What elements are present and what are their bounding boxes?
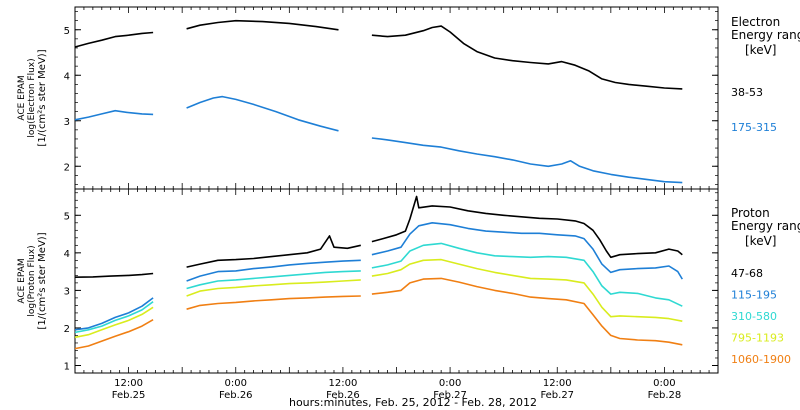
y-axis-label: log(Electron Flux) xyxy=(27,58,37,137)
y-tick-label: 2 xyxy=(64,162,70,173)
legend-item-38-53: 38-53 xyxy=(731,86,763,99)
legend-item-47-68: 47-68 xyxy=(731,267,763,280)
series-line-1060-1900 xyxy=(74,319,154,350)
series-line-47-68 xyxy=(371,195,683,259)
y-axis-label: ACE EPAM xyxy=(17,75,27,120)
legend-item-175-315: 175-315 xyxy=(731,121,777,134)
x-tick-time-label: 0:00 xyxy=(653,378,675,389)
y-tick-label: 3 xyxy=(64,286,70,297)
series-line-795-1193 xyxy=(371,258,683,322)
plot-frame xyxy=(74,6,719,190)
y-axis-label: ACE EPAM xyxy=(17,258,27,303)
series-line-310-580 xyxy=(74,301,154,334)
x-tick-time-label: 12:00 xyxy=(543,378,572,389)
series-line-47-68 xyxy=(74,272,154,278)
proton-panel: 1 2 3 4 5 ACE EPAM log(Proton Flux) [1/(cm²s st… xyxy=(17,188,800,401)
series-line-38-53 xyxy=(371,25,683,90)
y-tick-label: 3 xyxy=(64,117,70,128)
series-line-795-1193 xyxy=(74,306,154,339)
series-line-47-68 xyxy=(186,235,361,268)
series-line-115-195 xyxy=(186,259,361,282)
x-tick-time-label: 0:00 xyxy=(225,378,247,389)
x-tick-date-label: Feb.28 xyxy=(648,390,682,401)
x-tick-date-label: Feb.27 xyxy=(433,390,467,401)
y-tick-label: 5 xyxy=(64,26,70,37)
y-tick-label: 4 xyxy=(64,71,70,82)
y-axis-label: log(Proton Flux) xyxy=(27,245,37,316)
legend-unit: [keV] xyxy=(745,234,776,248)
legend-item-115-195: 115-195 xyxy=(731,289,777,302)
series-line-310-580 xyxy=(186,270,361,290)
series-line-310-580 xyxy=(371,242,683,307)
x-tick-time-label: 0:00 xyxy=(439,378,461,389)
y-tick-label: 4 xyxy=(64,249,70,260)
electron-panel: 2 3 4 5 ACE EPAM log(Electron Flux) [1/(cm²s s… xyxy=(17,6,800,190)
series-line-38-53 xyxy=(74,31,154,48)
series-line-1060-1900 xyxy=(186,295,361,310)
legend-title: Electron xyxy=(731,15,780,29)
legend-item-310-580: 310-580 xyxy=(731,310,777,323)
x-tick-time-label: 12:00 xyxy=(114,378,143,389)
plot-frame xyxy=(74,188,719,374)
x-axis-label: hours:minutes, Feb. 25, 2012 - Feb. 28, … xyxy=(289,396,537,409)
series-line-115-195 xyxy=(371,222,683,280)
series-line-38-53 xyxy=(186,19,339,31)
legend-item-795-1193: 795-1193 xyxy=(731,332,784,345)
series-line-1060-1900 xyxy=(371,277,683,346)
x-tick-time-label: 12:00 xyxy=(329,378,358,389)
y-axis-label: [1/(cm²s ster MeV)] xyxy=(37,232,48,329)
legend-item-1060-1900: 1060-1900 xyxy=(731,353,791,366)
x-tick-date-label: Feb.25 xyxy=(112,390,146,401)
series-line-175-315 xyxy=(74,109,154,121)
x-tick-date-label: Feb.26 xyxy=(326,390,360,401)
y-tick-label: 5 xyxy=(64,211,70,222)
y-axis-label: [1/(cm²s ster MeV)] xyxy=(37,49,48,146)
series-line-795-1193 xyxy=(186,279,361,297)
legend-title: Proton xyxy=(731,206,770,220)
legend-unit: [keV] xyxy=(745,43,776,57)
series-line-175-315 xyxy=(186,95,339,132)
y-tick-label: 1 xyxy=(64,361,70,372)
x-tick-date-label: Feb.27 xyxy=(540,390,574,401)
legend-title: Energy ranges xyxy=(731,219,800,233)
legend-title: Energy ranges xyxy=(731,28,800,42)
y-tick-label: 2 xyxy=(64,324,70,335)
x-tick-date-label: Feb.26 xyxy=(219,390,253,401)
series-line-115-195 xyxy=(74,297,154,331)
series-line-175-315 xyxy=(371,137,683,184)
